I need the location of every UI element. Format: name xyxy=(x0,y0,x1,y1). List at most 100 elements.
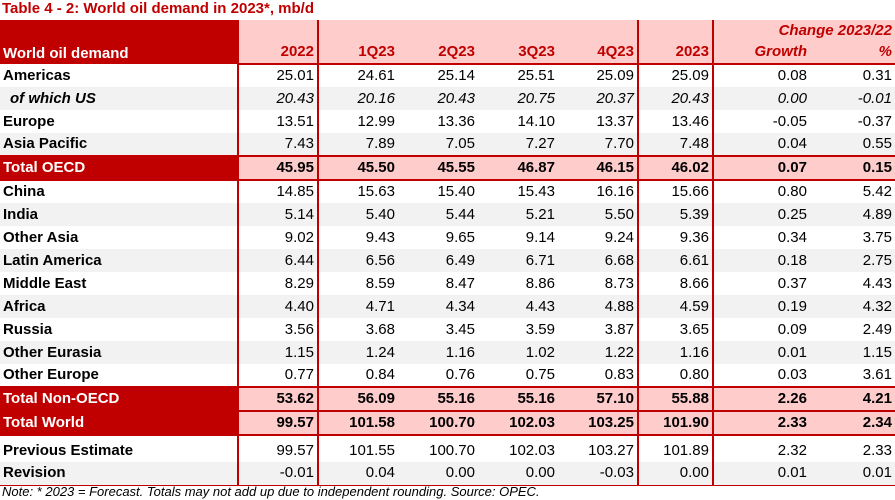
row-label: Russia xyxy=(3,320,53,338)
table-cell: 0.00 xyxy=(398,462,478,486)
col-header: % xyxy=(810,41,895,65)
table-cell: 0.80 xyxy=(713,179,810,203)
table-cell: 20.43 xyxy=(237,87,319,110)
table-cell: 100.70 xyxy=(398,410,478,436)
table-row: of which US 20.43 20.16 20.43 20.75 20.37 20.4… xyxy=(0,87,895,110)
header-row: 2022 1Q23 2Q23 3Q23 4Q23 2023 Growth % xyxy=(0,41,895,65)
col-header: 3Q23 xyxy=(478,41,558,65)
table-cell: 4.32 xyxy=(810,295,895,318)
table-cell: 1.15 xyxy=(237,341,319,364)
row-label: Europe xyxy=(3,112,55,130)
table-cell: 9.14 xyxy=(525,228,555,246)
table-row: Africa 4.40 4.71 4.34 4.43 4.88 4.59 0.19 4.32 xyxy=(0,295,895,318)
table-cell: 6.49 xyxy=(398,249,478,272)
header-row-top: World oil demand Change 2023/22 xyxy=(0,20,895,64)
table-row: Asia Pacific 7.43 7.89 7.05 7.27 7.70 7.48 0.04… xyxy=(0,133,895,156)
table-cell: 4.71 xyxy=(318,295,398,318)
table-cell: 100.70 xyxy=(429,441,475,459)
table-cell: 8.29 xyxy=(237,272,319,295)
table-cell: 0.01 xyxy=(713,462,810,486)
spacer-cell xyxy=(0,435,238,439)
table-cell: 0.80 xyxy=(637,364,714,387)
table-cell: 101.89 xyxy=(637,439,714,462)
table-cell: 6.61 xyxy=(637,249,714,272)
table-cell: -0.03 xyxy=(558,462,638,486)
table-cell: 2.75 xyxy=(810,249,895,272)
table-cell: 0.09 xyxy=(777,320,807,338)
table-cell: 46.87 xyxy=(478,155,558,181)
table-cell: 0.01 xyxy=(713,341,810,364)
table-cell: 0.83 xyxy=(604,366,634,383)
col-header: 2023 xyxy=(637,41,714,65)
table-cell: 9.65 xyxy=(445,228,475,246)
table-cell: 0.15 xyxy=(810,155,895,181)
table-cell: 56.09 xyxy=(318,386,398,412)
spacer-cell xyxy=(637,435,714,439)
table-cell: 0.18 xyxy=(713,249,810,272)
table-cell: 15.40 xyxy=(398,179,478,203)
table-row: Russia 3.56 3.68 3.45 3.59 3.87 3.65 0.09 2.49 xyxy=(0,318,895,341)
table-cell: 25.14 xyxy=(437,67,475,84)
table-cell: -0.01 xyxy=(237,462,319,486)
table-cell: 8.73 xyxy=(604,274,634,292)
table-cell: 5.39 xyxy=(637,203,714,226)
table-cell: 0.00 xyxy=(713,87,810,110)
table-cell: 7.89 xyxy=(318,133,398,156)
table-cell: 4.40 xyxy=(237,295,319,318)
table-cell: 5.42 xyxy=(810,179,895,203)
row-label: India xyxy=(0,203,238,226)
table-title: Table 4 - 2: World oil demand in 2023*, … xyxy=(2,0,315,17)
table-cell: 3.45 xyxy=(445,320,475,338)
table-cell: 1.16 xyxy=(398,341,478,364)
table-cell: 4.43 xyxy=(862,274,892,292)
table-cell: 3.61 xyxy=(862,366,892,383)
table-row: Revision -0.01 0.04 0.00 0.00 -0.03 0.00 0.01 0.… xyxy=(0,462,895,486)
table-cell: 1.22 xyxy=(558,341,638,364)
table-cell: 0.00 xyxy=(478,462,558,486)
table-cell: 2.33 xyxy=(862,441,892,459)
col-header: Growth xyxy=(713,41,810,65)
header-blank xyxy=(398,20,478,41)
table-cell: 8.86 xyxy=(525,274,555,292)
table-cell: 5.40 xyxy=(318,203,398,226)
row-label: Latin America xyxy=(0,249,238,272)
table-row: Total OECD 45.95 45.50 45.55 46.87 46.15 46.02… xyxy=(0,155,895,181)
table-cell: 6.68 xyxy=(558,249,638,272)
table-cell: 45.55 xyxy=(398,155,478,181)
header-blank xyxy=(637,20,714,41)
table-cell: 9.43 xyxy=(365,228,395,246)
header-label: World oil demand xyxy=(0,20,238,64)
table-cell: 6.71 xyxy=(478,249,558,272)
table-cell: 2.33 xyxy=(713,410,810,436)
table-cell: 7.05 xyxy=(398,133,478,156)
table-cell: 0.34 xyxy=(777,228,807,246)
table-cell: 15.66 xyxy=(637,179,714,203)
change-group-header: Change 2023/22 xyxy=(713,20,895,41)
spacer-cell xyxy=(398,435,478,439)
table-row: Other Asia 9.02 9.43 9.65 9.14 9.24 9.36 0.34 3.… xyxy=(0,226,895,249)
table-cell: 14.10 xyxy=(517,112,555,130)
table-cell: 45.50 xyxy=(318,155,398,181)
table-row: Latin America 6.44 6.56 6.49 6.71 6.68 6.61 0.1… xyxy=(0,249,895,272)
row-label: Other Asia xyxy=(3,228,79,246)
table-cell: 53.62 xyxy=(237,386,319,412)
table-cell: 7.43 xyxy=(237,133,319,156)
table-cell: 46.02 xyxy=(637,155,714,181)
table-row: Other Europe 0.77 0.84 0.76 0.75 0.83 0.80 0.03… xyxy=(0,364,895,387)
table-cell: 25.09 xyxy=(596,67,634,84)
table-cell: 5.44 xyxy=(398,203,478,226)
table-row: Americas 25.01 24.61 25.14 25.51 25.09 25.09 0.… xyxy=(0,64,895,87)
table-cell: 3.56 xyxy=(237,318,319,341)
table-cell: 0.55 xyxy=(810,133,895,156)
table-cell: 13.46 xyxy=(637,110,714,133)
table-cell: 5.50 xyxy=(558,203,638,226)
spacer-cell xyxy=(237,435,319,439)
row-label: Previous Estimate xyxy=(3,441,134,459)
header-blank xyxy=(478,20,558,41)
table-cell: 0.84 xyxy=(365,366,395,383)
table-cell: 3.75 xyxy=(862,228,892,246)
table-cell: 6.44 xyxy=(237,249,319,272)
table-cell: 0.03 xyxy=(777,366,807,383)
header-blank xyxy=(237,20,319,41)
table-cell: 25.01 xyxy=(237,64,319,87)
